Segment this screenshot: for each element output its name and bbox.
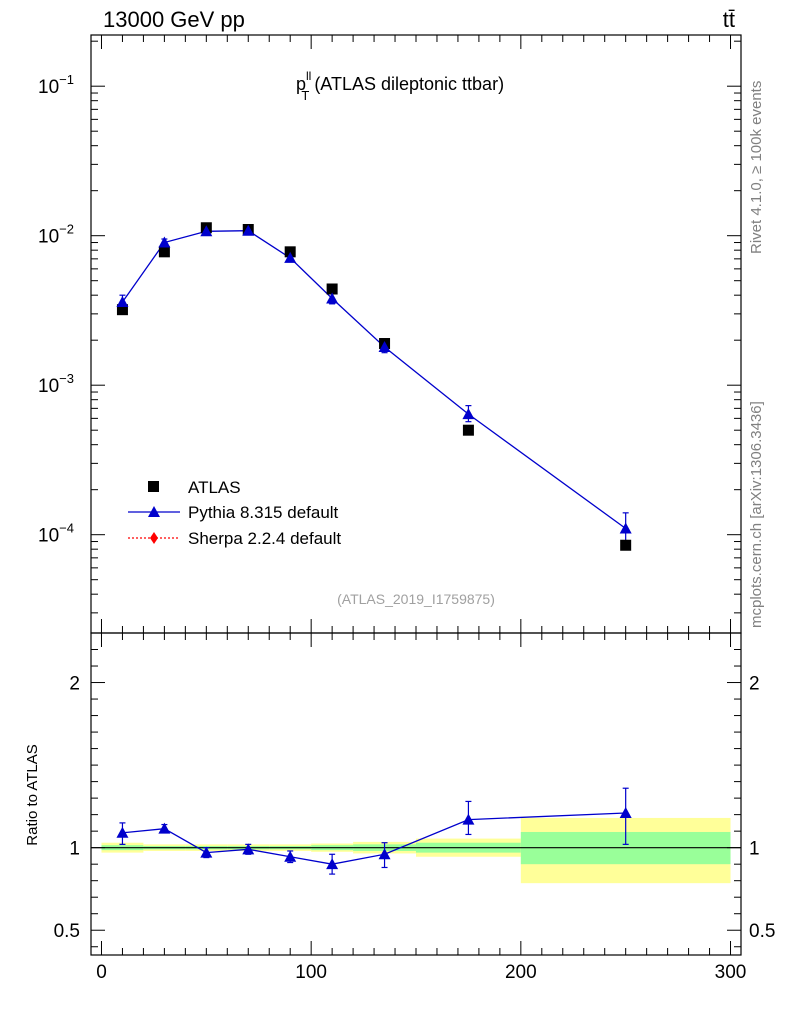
- legend-marker-pythia: [148, 506, 160, 517]
- pythia-point: [116, 296, 129, 308]
- ratio-pythia-point: [462, 813, 475, 825]
- ratio-plot-area: 0.5 0.5 1 1 2 2 0 100 200 300: [54, 633, 775, 983]
- ratio-pythia-point: [242, 843, 255, 855]
- analysis-id-label: (ATLAS_2019_I1759875): [337, 591, 495, 607]
- ratio-pythia-point: [284, 850, 297, 862]
- x-tick-label: 0: [96, 962, 107, 983]
- main-title-subscript: T: [301, 88, 309, 103]
- pythia-point: [378, 341, 391, 353]
- main-y-tick-label-exp: −3: [59, 371, 74, 386]
- ratio-y-tick-label-left: 0.5: [54, 921, 80, 942]
- pythia-point: [619, 522, 632, 534]
- main-y-tick-label: 10−2: [38, 222, 74, 248]
- ratio-pythia-point: [116, 826, 129, 838]
- ratio-y-tick-label-right: 1: [749, 839, 760, 860]
- ratio-y-tick-label-left: 2: [69, 674, 80, 695]
- pythia-point: [284, 251, 297, 263]
- main-y-tick-label-exp: −2: [59, 222, 74, 237]
- atlas-point: [326, 283, 338, 295]
- legend-label-pythia: Pythia 8.315 default: [188, 503, 339, 522]
- main-y-tick-label: 10−3: [38, 371, 74, 397]
- legend-marker-atlas: [148, 481, 159, 492]
- x-tick-label: 200: [505, 962, 537, 983]
- main-title-suffix: (ATLAS dileptonic ttbar): [309, 74, 504, 94]
- pythia-point: [462, 408, 475, 420]
- side-label-mcplots: mcplots.cern.ch [arXiv:1306.3436]: [748, 401, 765, 628]
- atlas-point: [284, 246, 296, 258]
- atlas-point: [620, 539, 632, 551]
- main-y-tick-label-base: 10: [38, 227, 59, 248]
- ratio-y-tick-label-right: 0.5: [749, 921, 775, 942]
- side-label-rivet: Rivet 4.1.0, ≥ 100k events: [748, 81, 765, 254]
- pythia-point: [326, 292, 339, 304]
- main-y-tick-label-base: 10: [38, 77, 59, 98]
- main-y-tick-label: 10−1: [38, 72, 74, 98]
- ratio-panel-frame: [90, 632, 742, 956]
- ratio-y-tick-label-left: 1: [69, 839, 80, 860]
- pythia-point: [158, 236, 171, 248]
- header-right-label: tt̄: [723, 7, 735, 32]
- x-tick-label: 300: [715, 962, 747, 983]
- legend-label-atlas: ATLAS: [188, 478, 241, 497]
- ratio-pythia-point: [158, 822, 171, 834]
- ratio-pythia-point: [326, 858, 339, 870]
- x-tick-label: 100: [295, 962, 327, 983]
- ratio-y-axis-label: Ratio to ATLAS: [24, 744, 41, 845]
- main-y-tick-label: 10−4: [38, 521, 74, 547]
- atlas-point: [116, 304, 128, 316]
- pythia-point: [242, 224, 255, 236]
- pythia-point: [200, 225, 213, 237]
- main-panel: 10−110−210−310−4 pll T (ATLAS dileptonic …: [38, 34, 742, 634]
- ratio-pythia-point: [200, 846, 213, 858]
- ratio-y-tick-label-right: 2: [749, 674, 760, 695]
- legend-marker-sherpa: [150, 532, 158, 544]
- main-title-symbol: p: [296, 74, 306, 94]
- main-plot-area: 10−110−210−310−4: [38, 35, 741, 633]
- main-y-tick-label-exp: −1: [59, 72, 74, 87]
- main-title: pll T (ATLAS dileptonic ttbar): [296, 69, 504, 103]
- ratio-pythia-point: [619, 806, 632, 818]
- main-y-tick-label-base: 10: [38, 376, 59, 397]
- main-y-tick-label-base: 10: [38, 526, 59, 547]
- ratio-panel: 0.5 0.5 1 1 2 2 0 100 200 300 Ratio to ATLAS: [24, 632, 775, 983]
- main-y-tick-label-exp: −4: [59, 521, 74, 536]
- legend: ATLAS Pythia 8.315 default Sherpa 2.2.4 …: [128, 478, 341, 548]
- ratio-pythia-point: [378, 848, 391, 860]
- atlas-point: [462, 424, 474, 436]
- atlas-point: [158, 246, 170, 258]
- legend-label-sherpa: Sherpa 2.2.4 default: [188, 529, 341, 548]
- main-title-superscript: ll: [306, 69, 311, 83]
- header-left-label: 13000 GeV pp: [103, 7, 245, 32]
